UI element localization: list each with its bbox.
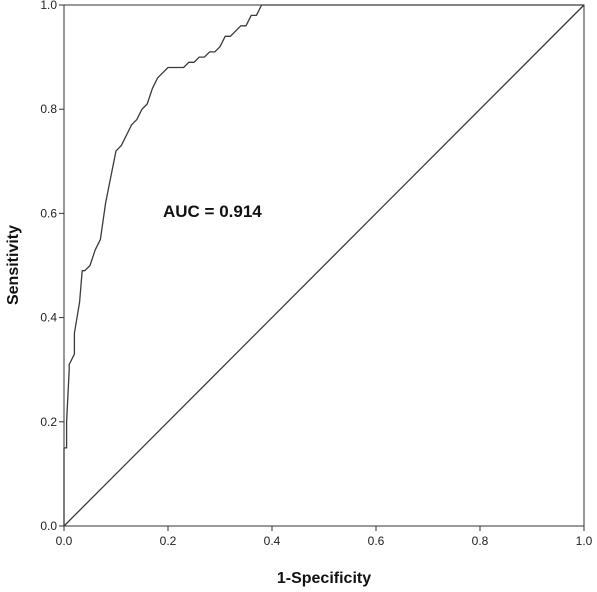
y-axis-title: Sensitivity: [5, 225, 22, 305]
y-tick-label: 0.6: [40, 206, 57, 220]
ticks-layer: 0.0 0.2 0.4 0.6 0.8 1.0 0.0 0.2 0.4 0.6 0.8 1.0: [40, 0, 592, 548]
roc-curve: [63, 4, 584, 526]
x-tick-label: 0.4: [264, 534, 281, 548]
lines-layer: [63, 4, 585, 527]
y-tick-label: 1.0: [40, 0, 57, 12]
y-tick-label: 0.4: [40, 311, 57, 325]
y-tick-label: 0.0: [40, 519, 57, 533]
reference-diagonal: [63, 4, 585, 527]
x-tick-label: 0.6: [368, 534, 385, 548]
x-axis-title: 1-Specificity: [277, 570, 371, 587]
x-tick-label: 0.0: [56, 534, 73, 548]
y-tick-label: 0.8: [40, 102, 57, 116]
x-tick-label: 0.2: [160, 534, 177, 548]
auc-annotation: AUC = 0.914: [163, 202, 262, 221]
y-tick-label: 0.2: [40, 415, 57, 429]
x-tick-label: 1.0: [576, 534, 593, 548]
x-tick-label: 0.8: [472, 534, 489, 548]
